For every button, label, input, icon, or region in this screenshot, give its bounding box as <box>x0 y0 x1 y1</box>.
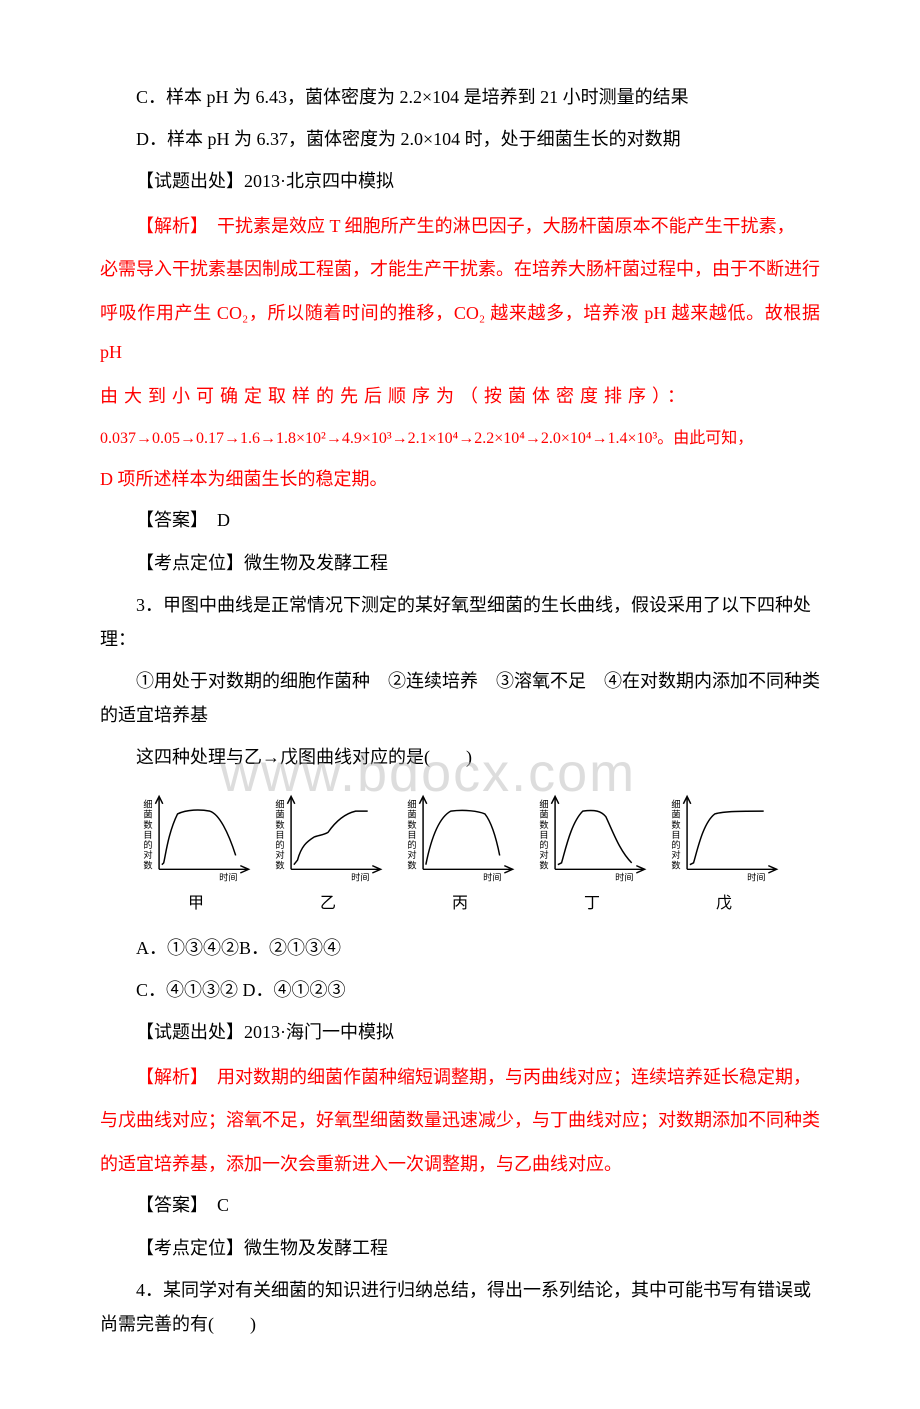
explanation-1-line5: 0.037→0.05→0.17→1.6→1.8×10²→4.9×10³→2.1×… <box>100 421 820 456</box>
svg-text:时间: 时间 <box>483 871 501 882</box>
svg-text:数: 数 <box>143 818 152 829</box>
topic-3: 【考点定位】微生物及发酵工程 <box>100 1231 820 1265</box>
svg-text:数: 数 <box>275 859 284 870</box>
q3-line1: 3．甲图中曲线是正常情况下测定的某好氧型细菌的生长曲线，假设采用了以下四种处理： <box>100 588 820 656</box>
source-3: 【试题出处】2013·海门一中模拟 <box>100 1015 820 1049</box>
svg-text:细: 细 <box>671 798 680 809</box>
option-a-3: A．①③④②B．②①③④ <box>100 931 820 965</box>
chart-戊: 细菌数目的对数时间戊 <box>664 787 784 919</box>
explanation-1-line1: 【解析】 干扰素是效应 T 细胞所产生的淋巴因子，大肠杆菌原本不能产生干扰素， <box>100 207 820 247</box>
q3-line3: 这四种处理与乙→戊图曲线对应的是( ) <box>100 740 820 774</box>
svg-text:菌: 菌 <box>671 808 680 819</box>
option-c: C．样本 pH 为 6.43，菌体密度为 2.2×104 是培养到 21 小时测… <box>100 80 820 114</box>
explanation-1-line6: D 项所述样本为细菌生长的稳定期。 <box>100 460 820 500</box>
option-d: D．样本 pH 为 6.37，菌体密度为 2.0×104 时，处于细菌生长的对数… <box>100 122 820 156</box>
svg-text:对: 对 <box>143 849 152 860</box>
chart-label: 丁 <box>584 889 600 919</box>
svg-text:数: 数 <box>671 818 680 829</box>
explanation-1-line2: 必需导入干扰素基因制成工程菌，才能生产干扰素。在培养大肠杆菌过程中，由于不断进行 <box>100 250 820 290</box>
explanation-3-line1: 【解析】 用对数期的细菌作菌种缩短调整期，与丙曲线对应；连续培养延长稳定期， <box>100 1058 820 1098</box>
svg-text:的: 的 <box>143 839 152 850</box>
svg-text:对: 对 <box>671 849 680 860</box>
chart-label: 乙 <box>320 889 336 919</box>
svg-text:细: 细 <box>275 798 284 809</box>
svg-text:的: 的 <box>671 839 680 850</box>
answer-3: 【答案】 C <box>100 1188 820 1222</box>
chart-丙: 细菌数目的对数时间丙 <box>400 787 520 919</box>
topic-1: 【考点定位】微生物及发酵工程 <box>100 546 820 580</box>
source-1: 【试题出处】2013·北京四中模拟 <box>100 164 820 198</box>
answer-1: 【答案】 D <box>100 503 820 537</box>
svg-text:菌: 菌 <box>407 808 416 819</box>
svg-text:数: 数 <box>407 818 416 829</box>
svg-text:目: 目 <box>539 830 548 840</box>
charts-row: 细菌数目的对数时间甲细菌数目的对数时间乙细菌数目的对数时间丙细菌数目的对数时间丁… <box>100 787 820 919</box>
svg-text:数: 数 <box>407 859 416 870</box>
q4: 4．某同学对有关细菌的知识进行归纳总结，得出一系列结论，其中可能书写有错误或尚需… <box>100 1273 820 1341</box>
chart-label: 甲 <box>188 889 204 919</box>
chart-甲: 细菌数目的对数时间甲 <box>136 787 256 919</box>
chart-乙: 细菌数目的对数时间乙 <box>268 787 388 919</box>
svg-text:时间: 时间 <box>351 871 369 882</box>
svg-text:时间: 时间 <box>615 871 633 882</box>
svg-text:的: 的 <box>539 839 548 850</box>
explanation-1-line4: 由大到小可确定取样的先后顺序为（按菌体密度排序）： <box>100 377 820 417</box>
explanation-1-line3: 呼吸作用产生 CO₂，所以随着时间的推移，CO₂ 越来越多，培养液 pH 越来越… <box>100 294 820 373</box>
chart-丁: 细菌数目的对数时间丁 <box>532 787 652 919</box>
svg-text:对: 对 <box>539 849 548 860</box>
svg-text:细: 细 <box>407 798 416 809</box>
q3-line2: ①用处于对数期的细胞作菌种 ②连续培养 ③溶氧不足 ④在对数期内添加不同种类的适… <box>100 664 820 732</box>
svg-text:目: 目 <box>275 830 284 840</box>
svg-text:目: 目 <box>143 830 152 840</box>
explanation-3-line3: 的适宜培养基，添加一次会重新进入一次调整期，与乙曲线对应。 <box>100 1145 820 1185</box>
svg-text:数: 数 <box>275 818 284 829</box>
svg-text:时间: 时间 <box>219 871 237 882</box>
svg-text:数: 数 <box>539 859 548 870</box>
svg-text:细: 细 <box>539 798 548 809</box>
svg-text:细: 细 <box>143 798 152 809</box>
svg-text:菌: 菌 <box>539 808 548 819</box>
svg-text:菌: 菌 <box>143 808 152 819</box>
svg-text:数: 数 <box>539 818 548 829</box>
chart-label: 戊 <box>716 889 732 919</box>
svg-text:目: 目 <box>671 830 680 840</box>
svg-text:的: 的 <box>407 839 416 850</box>
svg-text:对: 对 <box>407 849 416 860</box>
svg-text:数: 数 <box>143 859 152 870</box>
explanation-3-line2: 与戊曲线对应；溶氧不足，好氧型细菌数量迅速减少，与丁曲线对应；对数期添加不同种类 <box>100 1101 820 1141</box>
svg-text:目: 目 <box>407 830 416 840</box>
svg-text:数: 数 <box>671 859 680 870</box>
chart-label: 丙 <box>452 889 468 919</box>
svg-text:时间: 时间 <box>747 871 765 882</box>
option-c-3: C．④①③② D．④①②③ <box>100 973 820 1007</box>
svg-text:对: 对 <box>275 849 284 860</box>
svg-text:菌: 菌 <box>275 808 284 819</box>
svg-text:的: 的 <box>275 839 284 850</box>
